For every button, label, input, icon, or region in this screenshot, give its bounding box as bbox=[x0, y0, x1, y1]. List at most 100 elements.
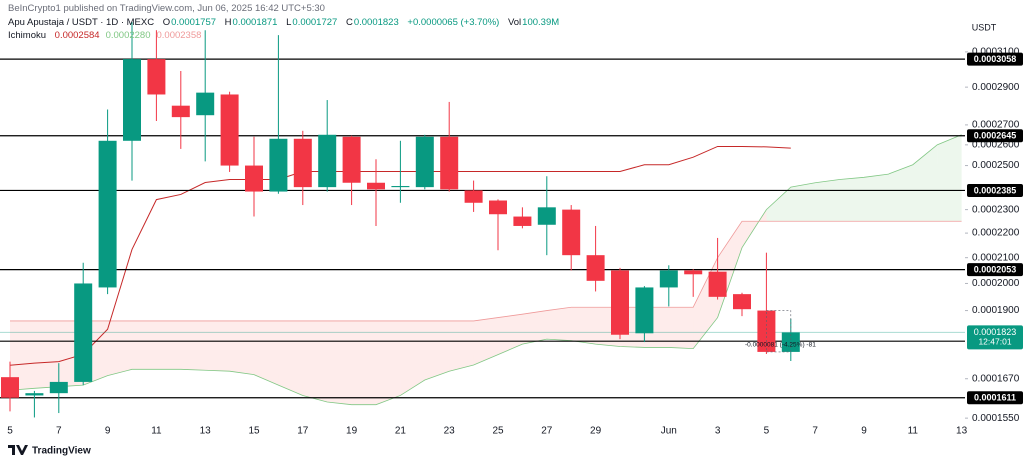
indicator-name: Ichimoku bbox=[8, 30, 47, 41]
cloud-fill bbox=[937, 134, 962, 222]
x-tick-label: 9 bbox=[861, 426, 867, 437]
candle-body bbox=[147, 59, 166, 95]
publisher-line: BeInCrypto1 published on TradingView.com… bbox=[8, 3, 326, 14]
level-label-box bbox=[967, 183, 1023, 197]
cloud-fill bbox=[668, 307, 694, 349]
candle-body bbox=[220, 94, 239, 166]
cloud-fill bbox=[180, 320, 206, 371]
level-label: 0.0002385 bbox=[974, 185, 1017, 195]
indicator-values: 0.0002584 0.0002280 0.0002358 bbox=[50, 30, 203, 41]
candle-body bbox=[318, 134, 337, 188]
x-tick-label: Jun bbox=[661, 426, 677, 437]
price-label: 0.0001823 bbox=[974, 327, 1017, 337]
x-tick-label: 25 bbox=[492, 426, 504, 437]
ohlc-value: 0.0001871 bbox=[232, 17, 278, 28]
cloud-fill bbox=[156, 320, 181, 370]
level-label-box bbox=[967, 52, 1023, 66]
cloud-fill bbox=[107, 320, 132, 376]
cloud-fill bbox=[132, 320, 157, 370]
x-tick-label: 19 bbox=[346, 426, 358, 437]
cloud-fill bbox=[522, 310, 547, 345]
volume: 100.39M bbox=[522, 17, 560, 28]
measure-box bbox=[766, 310, 792, 353]
x-tick-label: 11 bbox=[151, 426, 162, 437]
candle-body bbox=[757, 310, 776, 352]
price-box bbox=[967, 325, 1023, 350]
x-tick-label: 7 bbox=[56, 426, 62, 437]
logo-icon bbox=[8, 445, 28, 455]
candle-body bbox=[196, 92, 215, 116]
candle-body bbox=[269, 138, 288, 192]
level-label-box bbox=[967, 129, 1023, 143]
cloud-fill bbox=[34, 320, 59, 389]
candle-body bbox=[367, 182, 385, 190]
cloud-fill bbox=[839, 177, 864, 222]
x-tick-label: 15 bbox=[248, 426, 260, 437]
symbol-legend: Apu Apustaja / USDT · 1D · MEXC O 0.00017… bbox=[8, 17, 560, 28]
cloud-fill bbox=[766, 187, 791, 222]
cloud-fill bbox=[229, 320, 254, 375]
y-tick-label: 0.0002600 bbox=[972, 139, 1020, 150]
candle-body bbox=[489, 200, 507, 215]
change: +0.0000065 (+3.70%) bbox=[407, 17, 500, 28]
indicator-value: 0.0002584 bbox=[54, 30, 100, 41]
countdown: 12:47:01 bbox=[978, 337, 1011, 347]
x-tick-label: 5 bbox=[7, 426, 13, 437]
candle-body bbox=[49, 381, 68, 394]
candle-body bbox=[733, 294, 751, 310]
cloud-fill bbox=[302, 320, 328, 403]
cloud-fill bbox=[815, 179, 840, 222]
x-tick-label: 3 bbox=[715, 426, 721, 437]
x-tick-label: 13 bbox=[200, 426, 212, 437]
candle-body bbox=[708, 271, 727, 297]
volume-label: Vol bbox=[507, 17, 522, 28]
indicator-value: 0.0002280 bbox=[105, 30, 151, 41]
cloud-fill bbox=[912, 144, 938, 222]
publisher: BeInCrypto1 published on TradingView.com… bbox=[8, 3, 325, 14]
candle-body bbox=[611, 270, 629, 335]
candle-body bbox=[513, 216, 532, 226]
ohlc-letter: O bbox=[162, 17, 171, 28]
x-tick-label: 23 bbox=[444, 426, 456, 437]
x-tick-label: 11 bbox=[908, 426, 919, 437]
candle-body bbox=[171, 105, 190, 118]
cloud-fill bbox=[864, 174, 889, 222]
currency-label: USDT bbox=[972, 22, 997, 32]
cloud-fill bbox=[327, 320, 352, 405]
level-label: 0.0001611 bbox=[974, 393, 1016, 403]
cloud-fill bbox=[254, 320, 279, 386]
candle-body bbox=[245, 165, 263, 192]
candle-body bbox=[684, 270, 703, 275]
y-tick-label: 0.0002100 bbox=[972, 252, 1020, 263]
y-tick-label: 0.0001670 bbox=[972, 373, 1020, 384]
ohlc-letter: H bbox=[224, 17, 232, 28]
cloud-fill bbox=[424, 320, 450, 381]
candle-body bbox=[391, 186, 410, 188]
level-label-box bbox=[967, 391, 1023, 405]
cloud-lead-a-line bbox=[9, 134, 962, 406]
footer-logo: TradingView bbox=[8, 445, 91, 457]
candle-body bbox=[659, 270, 678, 288]
candle-body bbox=[562, 209, 581, 256]
ohlc-letter: C bbox=[345, 17, 353, 28]
candle-body bbox=[293, 138, 312, 188]
y-tick-label: 0.0001550 bbox=[972, 413, 1020, 424]
y-tick-label: 0.0002200 bbox=[972, 228, 1020, 239]
level-label-box bbox=[967, 263, 1023, 277]
candle-body bbox=[440, 136, 459, 190]
candle-body bbox=[537, 207, 556, 225]
y-tick-label: 0.0003100 bbox=[972, 47, 1020, 58]
y-tick-label: 0.0002300 bbox=[972, 204, 1020, 215]
cloud-fill bbox=[790, 182, 816, 222]
cloud-fill bbox=[376, 320, 401, 405]
level-label: 0.0003058 bbox=[974, 54, 1017, 64]
symbol: Apu Apustaja / USDT · 1D · MEXC bbox=[8, 17, 155, 28]
ohlc-value: 0.0001727 bbox=[292, 17, 338, 28]
cloud-lead-b-line bbox=[10, 220, 962, 322]
cloud-fill bbox=[351, 320, 376, 405]
footer-text: TradingView bbox=[32, 446, 91, 457]
cloud-fill bbox=[888, 164, 913, 222]
x-tick-label: 17 bbox=[297, 426, 309, 437]
